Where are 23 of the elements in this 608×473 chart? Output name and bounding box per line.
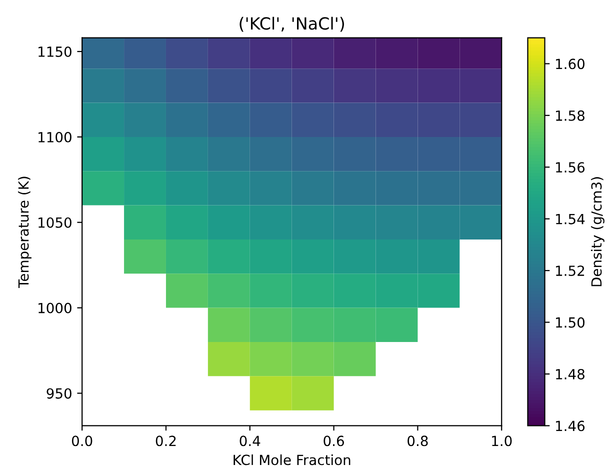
- color-bar-label: 1.60: [556, 58, 584, 70]
- y-tick-label: 1050: [38, 217, 72, 228]
- x-tick-label: 1.0: [492, 436, 512, 446]
- color-bar-label: 1.58: [556, 110, 584, 121]
- y-tick-label: 1000: [38, 302, 72, 314]
- color-bar-label: 1.50: [556, 317, 584, 328]
- x-tick-label: 0.0: [72, 436, 92, 446]
- x-tick-label: 0.4: [240, 436, 260, 446]
- y-axis-title: Temperature (K): [18, 176, 32, 288]
- color-bar-label: 1.46: [556, 420, 585, 432]
- color-bar-label: 1.52: [556, 266, 584, 276]
- color-bar-label: 1.54: [556, 214, 585, 224]
- x-tick-label: 0.6: [324, 436, 344, 446]
- x-tick-label: 0.2: [156, 436, 176, 446]
- color-bar-title: Density (g/cm3): [590, 177, 604, 286]
- y-tick-label: 950: [46, 388, 72, 399]
- x-axis-title: KCl Mole Fraction: [234, 454, 350, 466]
- y-tick-label: 1100: [38, 132, 72, 142]
- color-bar-label: 1.48: [556, 368, 584, 380]
- y-tick-label: 1150: [38, 46, 72, 57]
- x-tick-label: 0.8: [408, 436, 428, 446]
- color-bar-label: 1.56: [556, 162, 585, 173]
- chart-title: ('KCl', 'NaCl'): [240, 16, 344, 32]
